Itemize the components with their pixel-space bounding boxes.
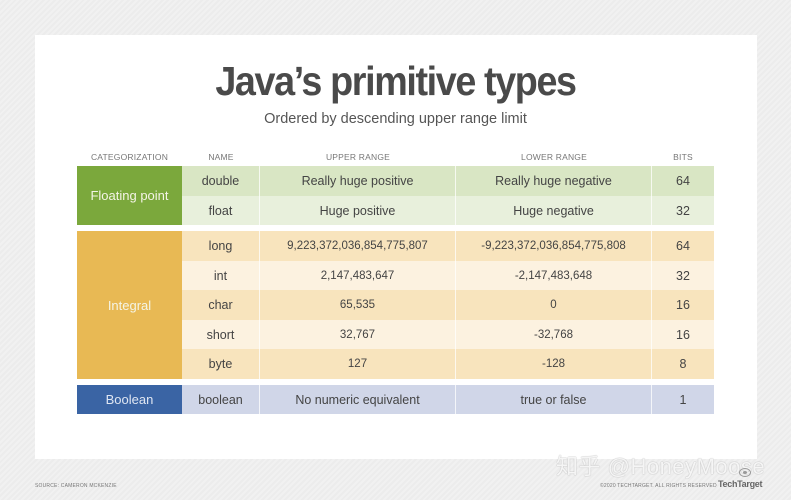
header-upper-range: UPPER RANGE	[325, 152, 391, 162]
table-header: CATEGORIZATION NAME UPPER RANGE LOWER RA…	[77, 152, 714, 164]
copyright-notice: ©2020 TECHTARGET. ALL RIGHTS RESERVED	[600, 483, 717, 489]
table-row: long 9,223,372,036,854,775,807 -9,223,37…	[182, 231, 714, 261]
cell-upper: 65,535	[260, 290, 456, 320]
page-subtitle: Ordered by descending upper range limit	[264, 111, 527, 127]
cell-bits: 1	[679, 392, 687, 407]
category-boolean: Boolean	[77, 385, 182, 414]
cell-upper: No numeric equivalent	[260, 385, 456, 414]
source-credit: SOURCE: CAMERON MCKENZIE	[35, 483, 117, 489]
table-row: byte 127 -128 8	[182, 349, 714, 379]
cell-upper: Really huge positive	[260, 166, 456, 196]
cell-bits: 16	[676, 298, 690, 312]
table-row: boolean No numeric equivalent true or fa…	[182, 385, 714, 414]
table-row: short 32,767 -32,768 16	[182, 320, 714, 349]
cell-upper: 9,223,372,036,854,775,807	[260, 231, 456, 261]
watermark: 知乎 @HoneyMoose	[556, 454, 766, 479]
cell-lower: -9,223,372,036,854,775,808	[456, 231, 652, 261]
cell-upper: 2,147,483,647	[260, 261, 456, 290]
cell-lower: Huge negative	[456, 196, 652, 225]
cell-lower: -128	[456, 349, 652, 379]
table-row: float Huge positive Huge negative 32	[182, 196, 714, 225]
cell-lower: Really huge negative	[456, 166, 652, 196]
group-integral: Integral long 9,223,372,036,854,775,807 …	[77, 231, 714, 379]
cell-upper: 127	[260, 349, 456, 379]
cell-upper: Huge positive	[260, 196, 456, 225]
header-categorization: CATEGORIZATION	[90, 152, 169, 162]
table-row: int 2,147,483,647 -2,147,483,648 32	[182, 261, 714, 290]
cell-upper: 32,767	[260, 320, 456, 349]
cell-name: int	[182, 261, 260, 290]
cell-bits: 8	[679, 357, 687, 371]
category-integral: Integral	[77, 231, 182, 379]
cell-name: byte	[182, 349, 260, 379]
cell-bits: 64	[676, 174, 690, 188]
techtarget-logo: TechTarget	[718, 479, 763, 489]
cell-lower: true or false	[456, 385, 652, 414]
header-lower-range: LOWER RANGE	[521, 152, 587, 162]
page-title: Java’s primitive types	[215, 58, 577, 104]
table-row: char 65,535 0 16	[182, 290, 714, 320]
cell-lower: -2,147,483,648	[456, 261, 652, 290]
cell-bits: 16	[676, 327, 690, 342]
header-name: NAME	[208, 152, 234, 162]
cell-name: long	[182, 231, 260, 261]
group-boolean: Boolean boolean No numeric equivalent tr…	[77, 385, 714, 414]
table-row: double Really huge positive Really huge …	[182, 166, 714, 196]
cell-bits: 32	[676, 203, 690, 218]
cell-name: short	[182, 320, 260, 349]
cell-bits: 64	[676, 239, 690, 253]
cell-name: double	[182, 166, 260, 196]
cell-name: char	[182, 290, 260, 320]
cell-lower: -32,768	[456, 320, 652, 349]
header-bits: BITS	[673, 152, 693, 162]
cell-name: boolean	[182, 385, 260, 414]
cell-bits: 32	[676, 268, 690, 283]
cell-lower: 0	[456, 290, 652, 320]
techtarget-eye-icon	[739, 468, 751, 477]
cell-name: float	[182, 196, 260, 225]
group-floating-point: Floating point double Really huge positi…	[77, 166, 714, 225]
category-floating-point: Floating point	[77, 166, 182, 225]
